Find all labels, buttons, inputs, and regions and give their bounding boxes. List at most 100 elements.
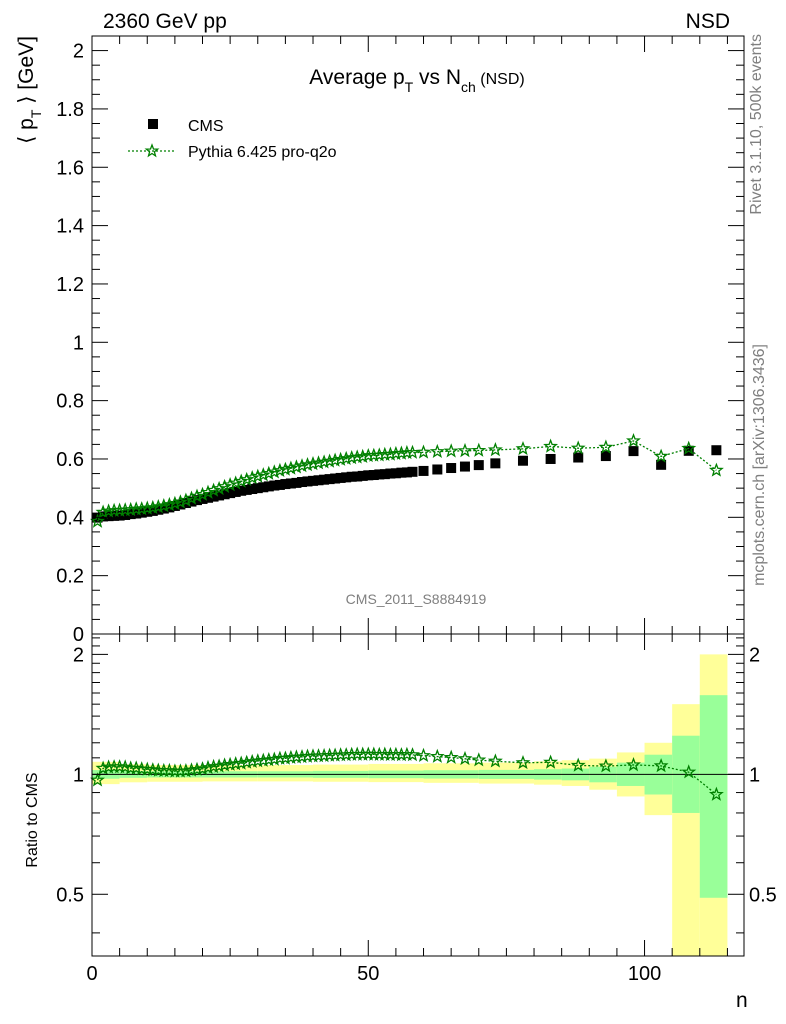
ratio-pythia-point — [222, 756, 238, 771]
pythia-point — [382, 446, 398, 461]
cms-point — [432, 464, 443, 475]
cms-point — [203, 492, 214, 503]
pythia-point — [255, 467, 271, 482]
pythia-point — [222, 476, 238, 492]
pythia-point — [156, 498, 172, 513]
cms-point — [291, 477, 302, 488]
ratio-pythia-point — [195, 761, 210, 776]
ratio-y-tick-label-right: 0.5 — [749, 884, 777, 906]
pythia-point — [300, 456, 315, 472]
pythia-point — [543, 438, 559, 453]
cms-point — [390, 468, 401, 479]
ratio-pythia-point — [487, 753, 503, 768]
pythia-point — [327, 452, 343, 467]
cms-point — [214, 490, 225, 501]
pythia-point — [233, 473, 249, 488]
pythia-point — [294, 458, 310, 473]
header-left: 2360 GeV pp — [103, 10, 227, 33]
ratio-pythia-point — [233, 755, 249, 770]
pythia-point — [288, 459, 304, 474]
ratio-pythia-point — [90, 772, 105, 787]
ratio-pythia-point — [543, 754, 559, 769]
legend-marker-cms — [148, 119, 158, 129]
pythia-point — [311, 455, 326, 470]
pythia-point — [344, 449, 360, 465]
ratio-y-tick-label: 2 — [73, 644, 84, 666]
pythia-point — [244, 469, 260, 485]
cms-point — [407, 466, 418, 477]
pythia-point — [211, 480, 227, 496]
legend-marker-pythia — [144, 143, 160, 158]
rivet-label: Rivet 3.1.10, 500k events — [748, 34, 765, 215]
x-tick-label: 50 — [357, 963, 379, 985]
pythia-point — [134, 501, 150, 516]
ratio-pythia-point — [200, 759, 216, 775]
ratio-pythia-point — [178, 762, 194, 778]
ratio-y-axis-label: Ratio to CMS — [24, 772, 41, 867]
cms-point — [241, 484, 252, 495]
pythia-point — [266, 464, 282, 479]
pythia-point — [200, 484, 216, 499]
pythia-point — [626, 433, 641, 448]
pythia-point — [189, 488, 205, 503]
main-y-tick-label: 2 — [73, 41, 84, 63]
cms-point — [363, 470, 374, 481]
legend-label-cms: CMS — [188, 118, 224, 135]
ratio-pythia-point — [211, 758, 227, 773]
ratio-pythia-point — [255, 752, 271, 767]
cms-point — [258, 482, 269, 493]
pythia-point — [184, 490, 199, 505]
cms-point — [225, 488, 236, 499]
pythia-point — [217, 478, 233, 493]
pythia-point — [228, 475, 244, 490]
main-title: Average pT vs Nch (NSD) — [309, 66, 524, 95]
pythia-point — [272, 462, 288, 477]
pythia-point — [123, 501, 139, 517]
cms-point — [656, 459, 667, 470]
cms-point — [600, 451, 611, 462]
ratio-y-tick-label-right: 1 — [749, 764, 760, 786]
cms-point — [341, 472, 352, 483]
pythia-point — [283, 460, 299, 475]
pythia-point — [316, 454, 332, 469]
ratio-pythia-point — [266, 751, 282, 766]
cms-point — [109, 510, 120, 521]
x-tick-label: 0 — [86, 963, 97, 985]
cms-point — [114, 510, 125, 521]
main-y-tick-label: 1 — [73, 332, 84, 354]
cms-point — [197, 493, 208, 504]
pythia-point — [338, 450, 354, 465]
cms-point — [711, 445, 722, 456]
ratio-pythia-point — [184, 762, 199, 777]
cms-point — [263, 481, 274, 492]
cms-point — [136, 507, 147, 518]
pythia-point — [349, 449, 365, 464]
cms-point — [335, 472, 346, 483]
cms-point — [191, 495, 202, 506]
pythia-point — [305, 456, 321, 471]
cms-point — [247, 484, 258, 495]
pythia-point — [355, 448, 371, 463]
pythia-point — [708, 462, 724, 477]
cms-point — [103, 511, 114, 522]
ratio-pythia-point — [405, 747, 420, 762]
pythia-point — [416, 444, 431, 459]
cms-point — [98, 511, 109, 522]
cms-point — [319, 474, 330, 485]
ratio-pythia-point — [443, 749, 459, 764]
pythia-point — [277, 461, 293, 476]
main-y-tick-label: 0.8 — [56, 391, 84, 413]
cms-point — [379, 469, 390, 480]
ratio-pythia-point — [653, 758, 669, 773]
x-axis-label: n — [736, 989, 748, 1012]
pythia-point — [515, 440, 531, 456]
cms-point — [459, 461, 470, 472]
legend-label-pythia: Pythia 6.425 pro-q2o — [188, 144, 337, 161]
pythia-point — [150, 498, 166, 514]
pythia-point — [101, 503, 117, 518]
cms-point — [352, 471, 363, 482]
pythia-point — [250, 468, 266, 483]
cms-point — [385, 468, 396, 479]
pythia-point — [167, 495, 183, 511]
cms-point — [330, 473, 341, 484]
